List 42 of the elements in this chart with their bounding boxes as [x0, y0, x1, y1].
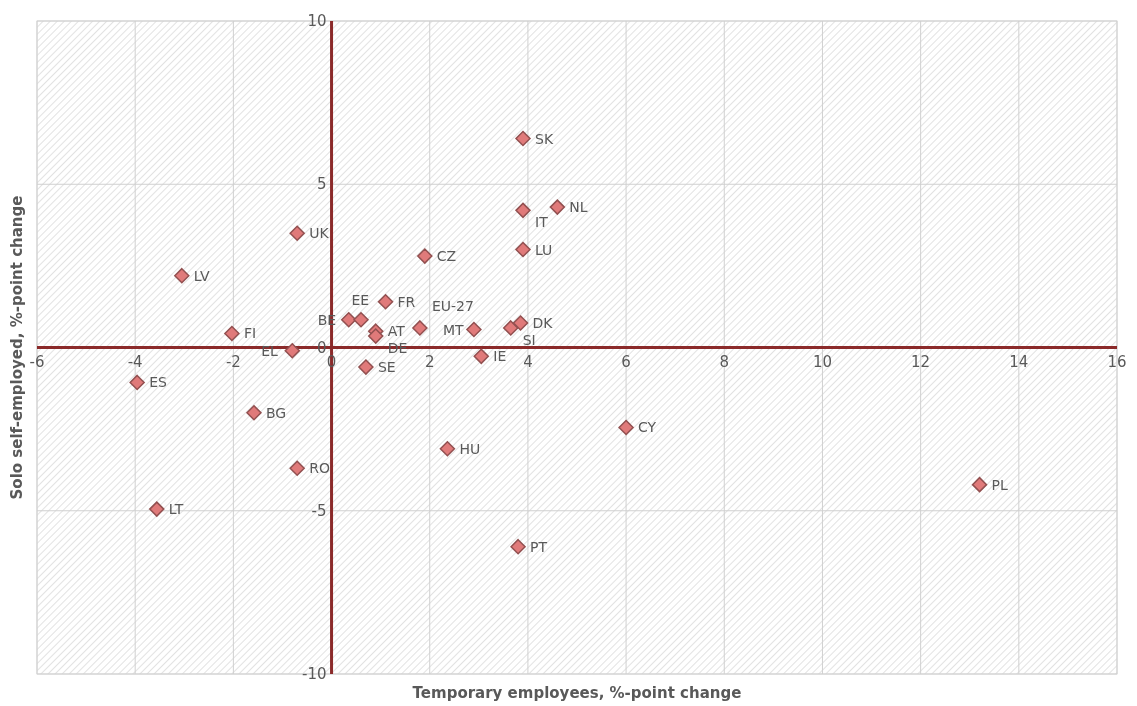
annotation: PT — [530, 538, 548, 555]
y-tick-label: 10 — [307, 12, 327, 30]
x-tick-label: 4 — [523, 352, 533, 371]
annotation: SE — [377, 359, 396, 376]
annotation: UK — [309, 225, 330, 242]
annotation: HU — [459, 440, 481, 457]
x-tick-label: 8 — [719, 352, 730, 371]
annotation: CZ — [436, 248, 457, 265]
annotation: FI — [243, 325, 257, 342]
annotation: PL — [991, 476, 1008, 493]
annotation: SI — [522, 331, 536, 348]
annotation: RO — [309, 460, 330, 477]
annotation: LU — [535, 241, 553, 258]
annotation: EE — [351, 291, 370, 308]
annotation: CY — [638, 419, 657, 436]
annotation: MT — [442, 321, 464, 338]
annotation: SK — [535, 130, 554, 147]
x-axis-title: Temporary employees, %-point change — [412, 684, 742, 702]
annotation: IE — [493, 348, 507, 365]
annotation: LV — [193, 267, 211, 284]
x-tick-label: -6 — [29, 352, 45, 371]
annotation: EU-27 — [431, 297, 474, 314]
annotation: LT — [168, 501, 184, 518]
y-axis-title: Solo self-employed, %-point change — [8, 195, 26, 500]
annotation: NL — [569, 199, 588, 216]
annotation: IT — [535, 214, 549, 231]
x-tick-label: 14 — [1009, 352, 1029, 371]
x-tick-label: -2 — [225, 352, 241, 371]
annotation: AT — [387, 323, 406, 340]
y-tick-label: 5 — [317, 175, 327, 194]
y-tick-label: -10 — [302, 665, 327, 683]
x-tick-label: 12 — [911, 352, 931, 371]
x-tick-label: 16 — [1107, 352, 1127, 371]
annotation: BG — [265, 404, 287, 421]
annotation: FR — [397, 293, 416, 310]
y-tick-label: -5 — [311, 501, 327, 520]
x-tick-label: 10 — [812, 352, 832, 371]
annotation: ES — [149, 374, 167, 391]
x-tick-label: 6 — [621, 352, 631, 371]
x-tick-label: -4 — [127, 352, 143, 371]
x-tick-label: 2 — [424, 352, 435, 371]
annotation: DK — [532, 315, 554, 332]
